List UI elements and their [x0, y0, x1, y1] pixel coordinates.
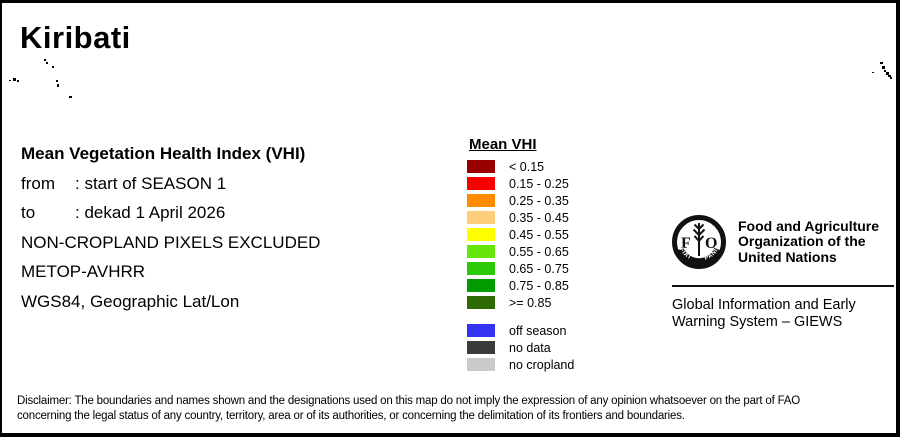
island-dot	[888, 75, 891, 77]
legend-row: 0.45 - 0.55	[467, 227, 574, 242]
legend-row: no data	[467, 340, 574, 355]
island-dot	[890, 77, 892, 79]
legend-swatch	[467, 279, 495, 292]
info-line-sensor: METOP-AVHRR	[21, 262, 146, 282]
legend-swatch	[467, 194, 495, 207]
to-value: : dekad 1 April 2026	[75, 203, 226, 223]
legend-row: < 0.15	[467, 159, 574, 174]
legend-label: 0.25 - 0.35	[509, 193, 569, 208]
legend-label: 0.75 - 0.85	[509, 278, 569, 293]
legend-swatch	[467, 228, 495, 241]
fao-org-name: Food and Agriculture Organization of the…	[738, 218, 880, 265]
legend-row: 0.55 - 0.65	[467, 244, 574, 259]
fao-logo-letter-o: O	[705, 235, 717, 252]
legend-swatch	[467, 296, 495, 309]
legend-row: >= 0.85	[467, 295, 574, 310]
disclaimer-line: Disclaimer: The boundaries and names sho…	[17, 395, 800, 407]
info-heading: Mean Vegetation Health Index (VHI)	[21, 144, 306, 163]
vhi-legend: Mean VHI < 0.15 0.15 - 0.25 0.25 - 0.35 …	[467, 136, 575, 372]
from-label: from	[21, 173, 55, 193]
island-dot	[886, 72, 889, 75]
to-label: to	[21, 203, 36, 223]
legend-label: < 0.15	[509, 159, 545, 174]
island-dot	[880, 62, 883, 64]
legend-label: 0.55 - 0.65	[509, 244, 569, 259]
island-dot	[9, 80, 11, 81]
giews-line: Warning System – GIEWS	[672, 313, 843, 330]
island-dot	[13, 78, 16, 81]
fao-logo-letter-f: F	[681, 235, 691, 252]
giews-label: Global Information and Early Warning Sys…	[672, 297, 856, 330]
brand-divider-line	[672, 285, 894, 287]
fao-logo-icon: F O FIAT PANIS	[672, 215, 726, 269]
legend-row: 0.15 - 0.25	[467, 176, 574, 191]
legend-swatch	[467, 160, 495, 173]
legend-label: >= 0.85	[509, 295, 552, 310]
legend-swatch	[467, 358, 495, 371]
legend-label: off season	[509, 323, 567, 338]
disclaimer-line: concerning the legal status of any count…	[17, 410, 685, 423]
island-dot	[882, 66, 885, 69]
org-name-line: Food and Agriculture	[738, 218, 880, 234]
legend-title: Mean VHI	[469, 136, 537, 153]
legend-row: 0.35 - 0.45	[467, 210, 574, 225]
island-dot	[17, 80, 19, 82]
giews-line: Global Information and Early	[672, 297, 856, 313]
legend-row: 0.25 - 0.35	[467, 193, 574, 208]
island-dot	[52, 66, 54, 68]
legend-label: 0.35 - 0.45	[509, 210, 569, 225]
island-dot	[69, 96, 72, 98]
map-islands	[2, 3, 896, 433]
org-name-line: United Nations	[738, 248, 837, 265]
legend-swatch	[467, 177, 495, 190]
info-line-cropland: NON-CROPLAND PIXELS EXCLUDED	[21, 232, 321, 252]
info-line-from: from : start of SEASON 1	[21, 169, 320, 199]
legend-label: no cropland	[509, 357, 575, 372]
legend-row: 0.65 - 0.75	[467, 261, 574, 276]
legend-row: 0.75 - 0.85	[467, 278, 574, 293]
legend-swatch	[467, 341, 495, 354]
org-name-line: Organization of the	[738, 233, 866, 250]
info-line-to: to : dekad 1 April 2026	[21, 198, 320, 228]
wheat-stalk-icon	[692, 223, 706, 256]
legend-label: 0.45 - 0.55	[509, 227, 569, 242]
legend-row: no cropland	[467, 357, 575, 372]
legend-swatch	[467, 245, 495, 258]
from-value: : start of SEASON 1	[75, 173, 227, 193]
fao-logo-band	[675, 247, 723, 268]
legend-label: 0.65 - 0.75	[509, 261, 569, 276]
page-title: Kiribati	[20, 20, 131, 55]
island-dot	[46, 62, 48, 64]
legend-label: 0.15 - 0.25	[509, 176, 569, 191]
island-dot	[57, 84, 59, 87]
legend-label: no data	[509, 340, 551, 355]
island-dot	[884, 70, 886, 72]
disclaimer-text: Disclaimer: The boundaries and names sho…	[17, 394, 800, 424]
legend-swatch	[467, 211, 495, 224]
island-dot	[44, 59, 46, 61]
island-dot	[56, 80, 58, 82]
vhi-info-block: Mean Vegetation Health Index (VHI) from:…	[21, 139, 320, 317]
legend-swatch	[467, 262, 495, 275]
info-line-projection: WGS84, Geographic Lat/Lon	[21, 291, 240, 311]
legend-row: off season	[467, 323, 574, 338]
legend-swatch	[467, 324, 495, 337]
island-dot	[872, 72, 874, 73]
